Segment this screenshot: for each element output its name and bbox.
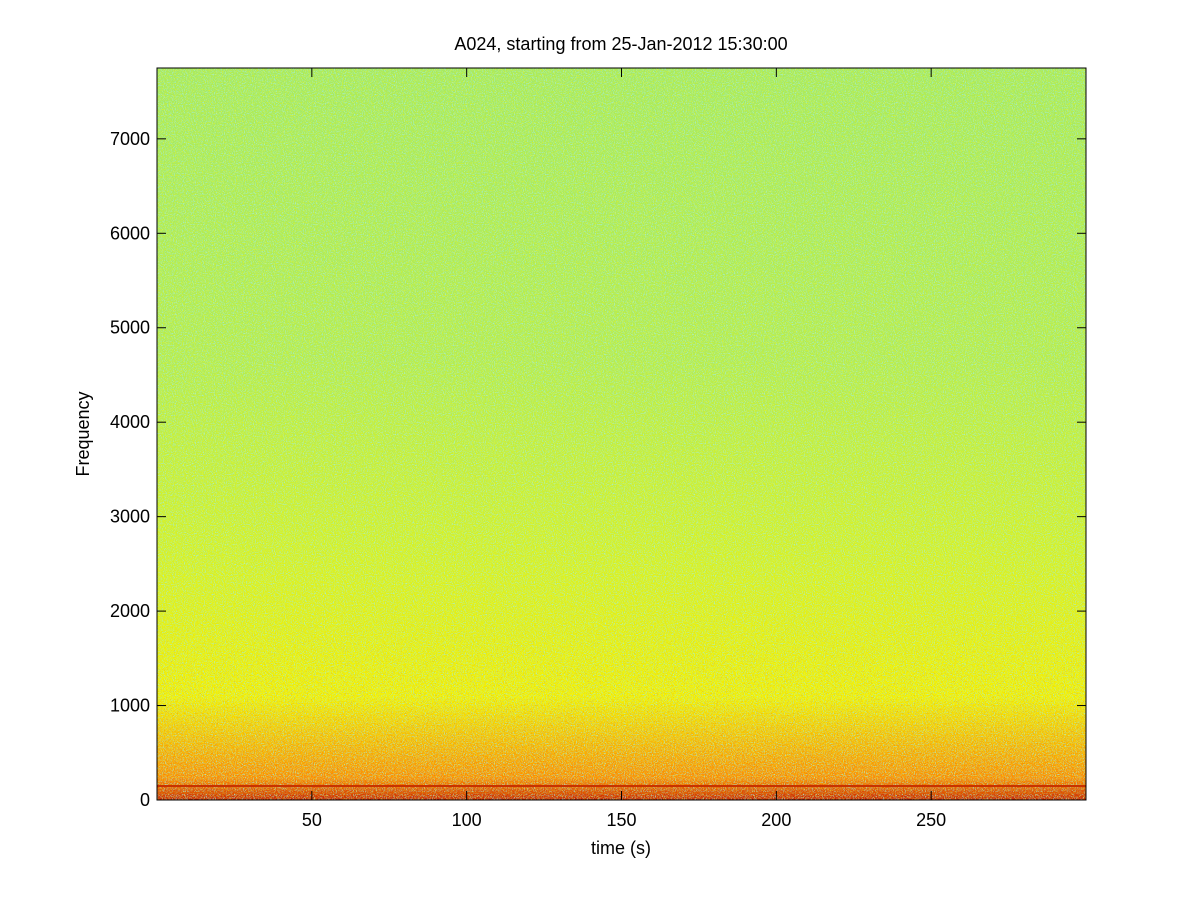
chart-title: A024, starting from 25-Jan-2012 15:30:00	[454, 34, 787, 54]
y-tick-label: 7000	[110, 129, 150, 149]
x-axis-label: time (s)	[591, 838, 651, 858]
x-tick-label: 150	[606, 810, 636, 830]
y-tick-label: 1000	[110, 696, 150, 716]
plot-area	[157, 68, 1086, 800]
x-tick-label: 250	[916, 810, 946, 830]
y-tick-label: 2000	[110, 601, 150, 621]
y-tick-label: 0	[140, 790, 150, 810]
y-axis-label: Frequency	[73, 391, 93, 476]
x-tick-label: 200	[761, 810, 791, 830]
y-tick-label: 6000	[110, 223, 150, 243]
spectrogram-texture	[157, 68, 1086, 800]
y-tick-label: 3000	[110, 507, 150, 527]
x-tick-label: 100	[452, 810, 482, 830]
y-tick-label: 5000	[110, 318, 150, 338]
y-tick-label: 4000	[110, 412, 150, 432]
x-tick-label: 50	[302, 810, 322, 830]
